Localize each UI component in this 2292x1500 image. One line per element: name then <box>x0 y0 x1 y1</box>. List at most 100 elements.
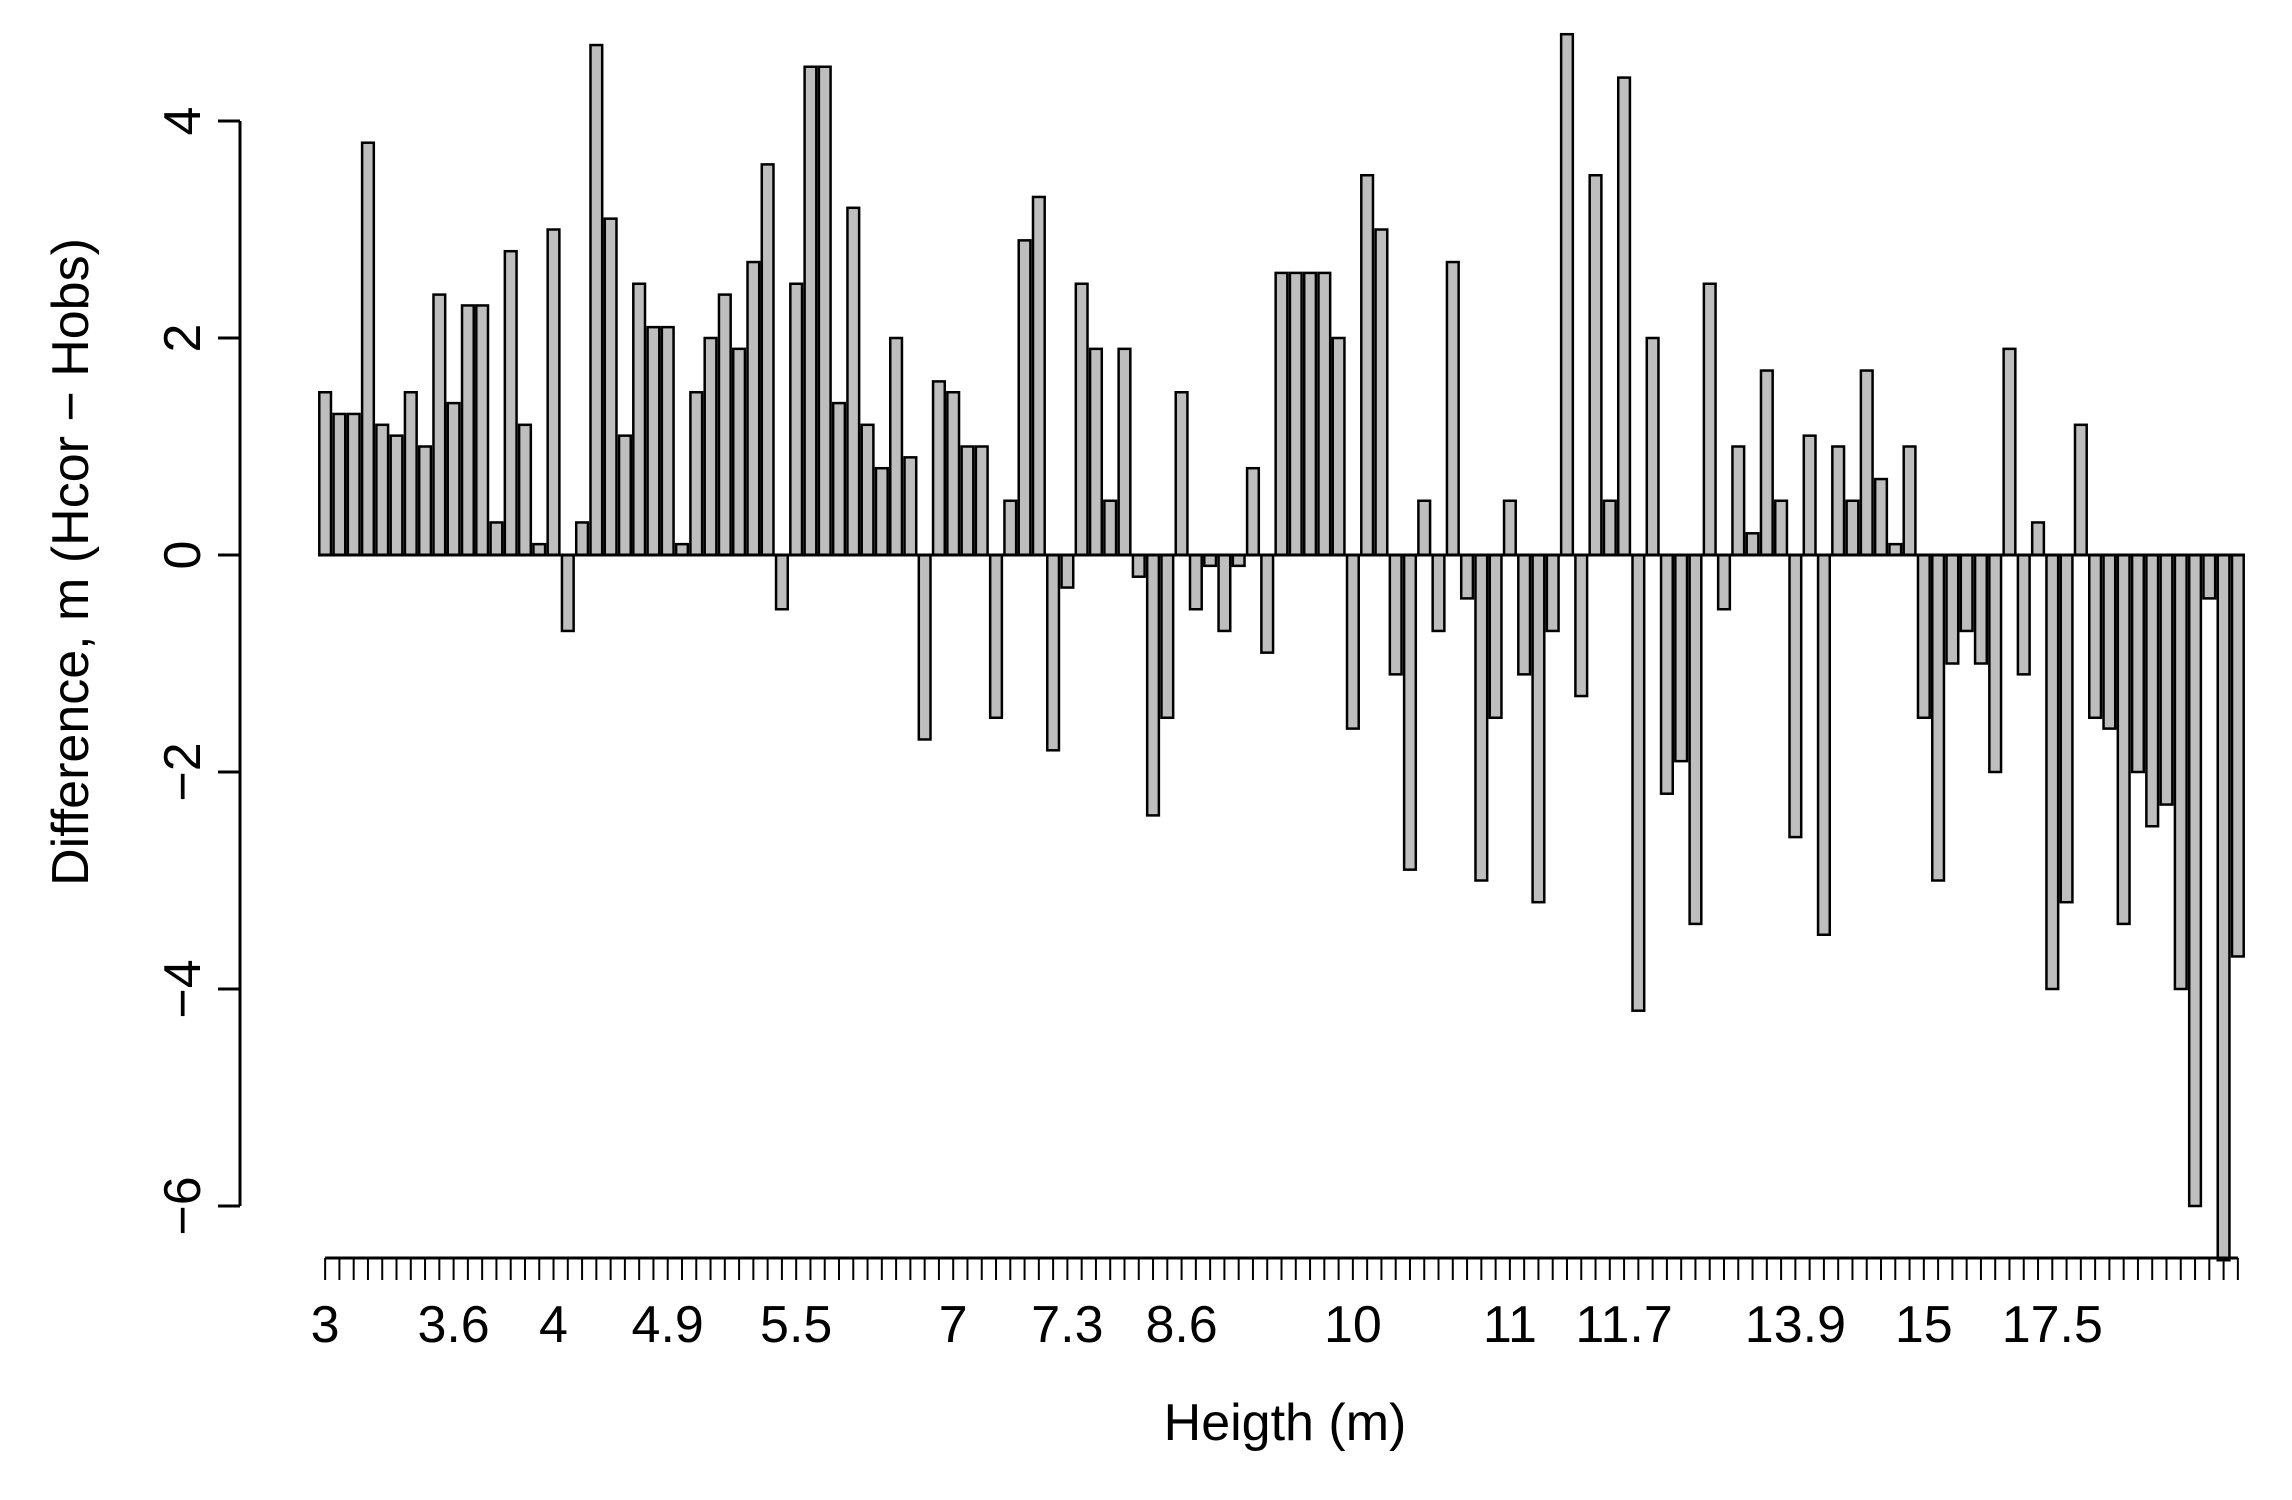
y-tick-label-3: 0 <box>154 541 212 570</box>
bar-74 <box>1374 228 1389 557</box>
bar-133 <box>2216 553 2231 1262</box>
bar-41 <box>903 456 918 557</box>
bar-134 <box>2230 553 2245 958</box>
bar-79 <box>1445 260 1460 557</box>
bar-15 <box>532 542 547 557</box>
bar-40 <box>889 336 904 557</box>
bar-100 <box>1745 532 1760 557</box>
bar-33 <box>789 282 804 557</box>
bar-129 <box>2159 553 2174 806</box>
x-tick-label-13: 17.5 <box>2002 1296 2103 1354</box>
bar-97 <box>1702 282 1717 557</box>
bar-11 <box>475 304 490 557</box>
bar-105 <box>1816 553 1832 936</box>
bar-121 <box>2045 553 2060 991</box>
bars-group <box>318 32 2245 1262</box>
bar-36 <box>831 401 847 557</box>
bar-50 <box>1031 195 1046 557</box>
bar-60 <box>1174 391 1189 557</box>
bar-38 <box>860 423 875 557</box>
bar-7 <box>417 445 433 557</box>
bar-22 <box>632 282 647 557</box>
bar-118 <box>2002 347 2017 557</box>
y-tick-label-1: −4 <box>154 959 212 1018</box>
bar-30 <box>746 260 761 557</box>
bar-128 <box>2145 553 2160 828</box>
bar-67 <box>1274 271 1289 557</box>
bar-5 <box>389 434 404 557</box>
bar-18 <box>574 521 590 557</box>
bar-51 <box>1046 553 1061 752</box>
bar-4 <box>375 423 390 557</box>
x-tick-label-10: 11.7 <box>1575 1296 1672 1354</box>
x-tick-label-9: 11 <box>1483 1296 1537 1354</box>
bar-122 <box>2059 553 2074 904</box>
bar-75 <box>1388 553 1403 676</box>
bar-104 <box>1802 434 1817 557</box>
bar-39 <box>874 466 889 557</box>
bar-66 <box>1260 553 1275 654</box>
x-tick-label-2: 4 <box>539 1296 568 1354</box>
bar-57 <box>1131 553 1146 578</box>
bar-113 <box>1931 553 1946 882</box>
bar-85 <box>1531 553 1546 904</box>
bar-125 <box>2102 553 2117 730</box>
x-tick-label-0: 3 <box>311 1296 340 1354</box>
bar-94 <box>1659 553 1675 795</box>
bar-77 <box>1417 499 1432 557</box>
x-tick-label-11: 13.9 <box>1745 1296 1846 1354</box>
y-axis: −6 −4 −2 0 2 4 <box>154 107 242 1236</box>
bar-43 <box>931 380 947 557</box>
bar-21 <box>617 434 632 557</box>
bar-69 <box>1302 271 1318 557</box>
y-tick-label-2: −2 <box>154 742 212 801</box>
bar-84 <box>1517 553 1532 676</box>
bar-8 <box>432 293 447 557</box>
bar-92 <box>1631 553 1646 1012</box>
bar-62 <box>1203 553 1218 568</box>
bar-81 <box>1474 553 1489 882</box>
bar-109 <box>1873 477 1889 557</box>
bar-130 <box>2173 553 2188 991</box>
bar-91 <box>1616 76 1632 557</box>
x-tick-label-4: 5.5 <box>760 1296 832 1354</box>
bar-103 <box>1788 553 1803 839</box>
bar-53 <box>1074 282 1089 557</box>
bar-14 <box>517 423 533 557</box>
bar-123 <box>2073 423 2088 557</box>
x-tick-label-3: 4.9 <box>632 1296 704 1354</box>
bar-24 <box>660 325 675 557</box>
bar-58 <box>1145 553 1161 817</box>
bar-12 <box>489 521 504 557</box>
bar-117 <box>1988 553 2003 774</box>
bar-131 <box>2187 553 2203 1208</box>
bar-52 <box>1060 553 1075 589</box>
bar-114 <box>1945 553 1960 665</box>
bar-99 <box>1731 445 1746 557</box>
bar-111 <box>1902 445 1917 557</box>
bar-78 <box>1431 553 1446 633</box>
bar-106 <box>1831 445 1846 557</box>
bar-132 <box>2202 553 2217 600</box>
bar-80 <box>1459 553 1475 600</box>
bar-65 <box>1245 466 1261 557</box>
bar-110 <box>1888 542 1903 557</box>
bar-71 <box>1331 336 1346 557</box>
x-tick-label-6: 7.3 <box>1031 1296 1103 1354</box>
bar-102 <box>1773 499 1789 557</box>
bar-89 <box>1588 174 1603 557</box>
bar-107 <box>1845 499 1860 557</box>
x-tick-label-7: 8.6 <box>1145 1296 1217 1354</box>
bar-48 <box>1003 499 1018 557</box>
bar-9 <box>446 401 461 557</box>
bar-46 <box>974 445 989 557</box>
bar-23 <box>646 325 661 557</box>
bar-108 <box>1859 369 1874 557</box>
bar-1 <box>332 412 347 557</box>
bar-17 <box>560 553 575 633</box>
bar-0 <box>318 391 333 557</box>
bar-73 <box>1360 174 1375 557</box>
bar-2 <box>346 412 361 557</box>
bar-47 <box>988 553 1004 719</box>
